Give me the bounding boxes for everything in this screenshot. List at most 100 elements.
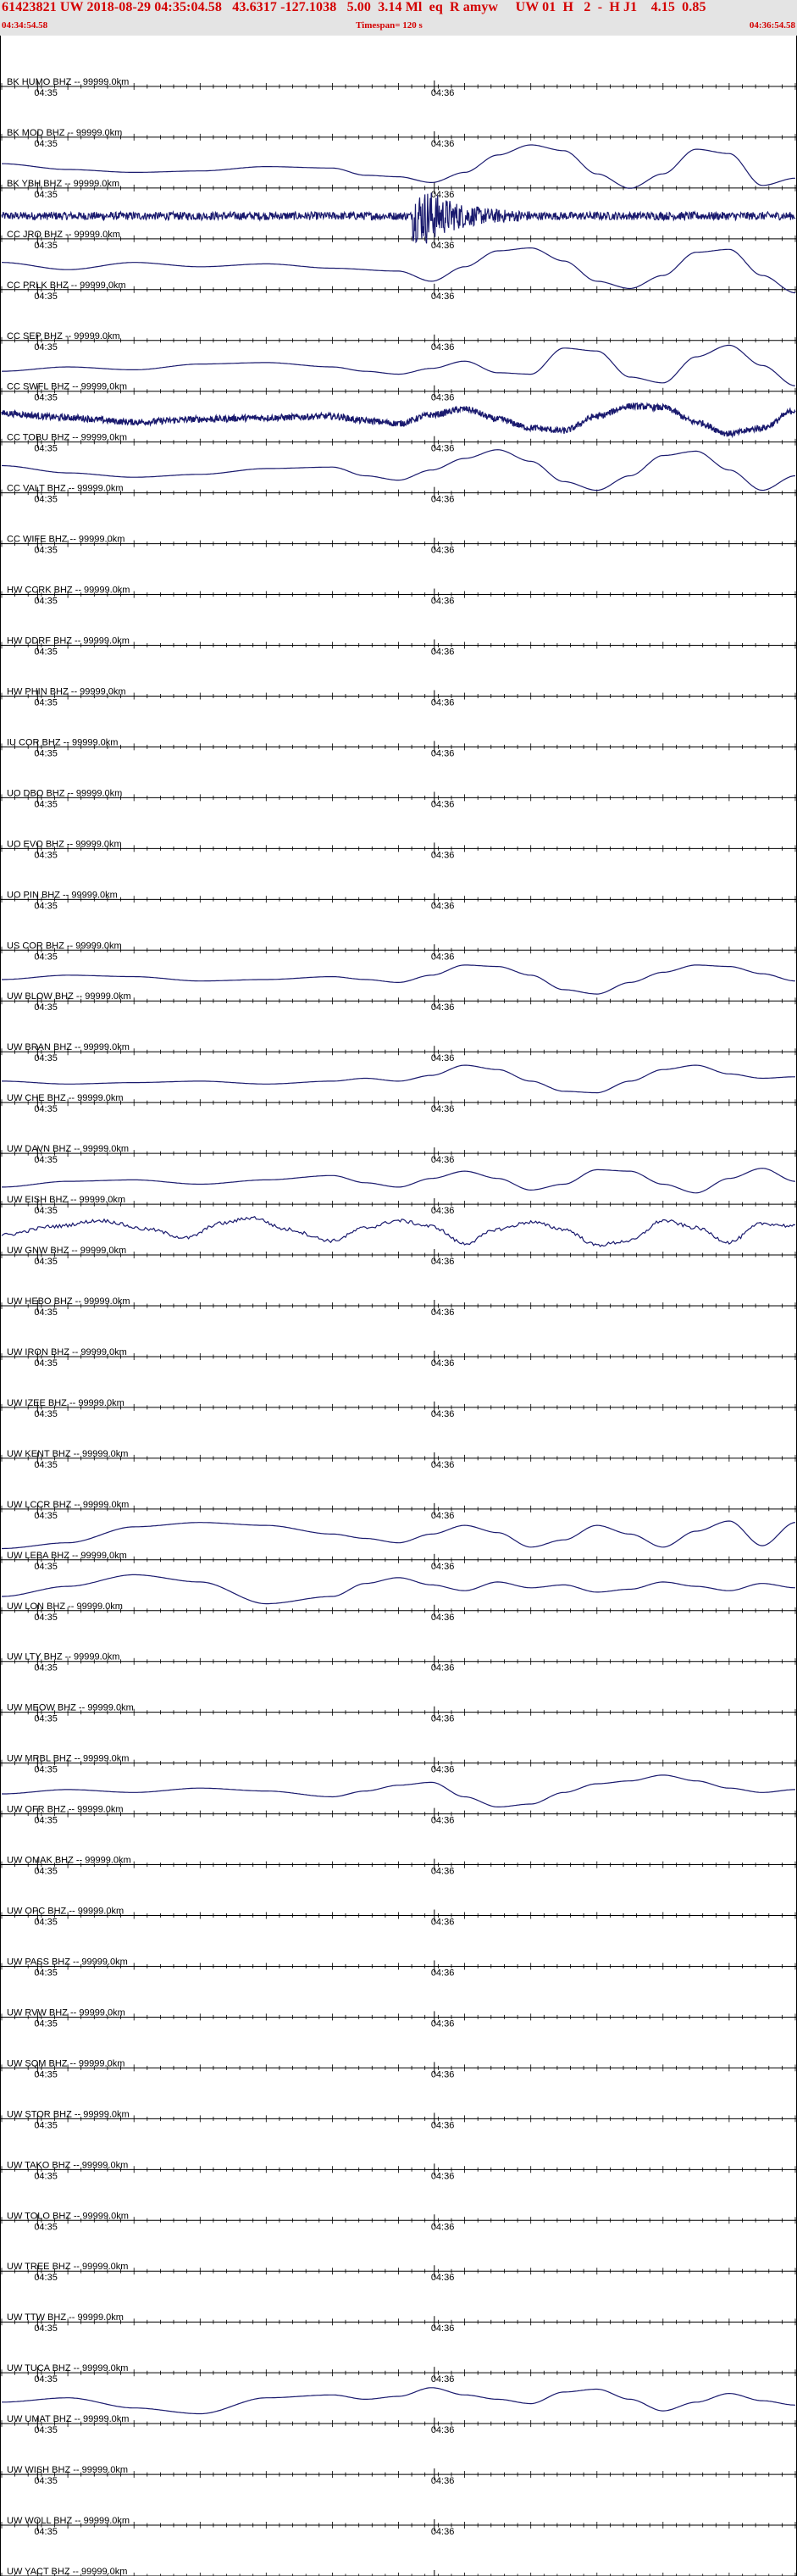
trace-ticks [1, 1963, 796, 1970]
waveform-trace [1, 402, 796, 439]
station-label: HW CCRK BHZ -- 99999.0km [7, 586, 130, 596]
station-label: UW CHE BHZ -- 99999.0km [7, 1093, 124, 1103]
trace-ticks [1, 845, 796, 852]
tick-label: 04:35 [34, 342, 58, 353]
tick-label: 04:35 [34, 1358, 58, 1368]
station-label: UW UMAT BHZ -- 99999.0km [7, 2414, 129, 2424]
tick-label: 04:35 [34, 2222, 58, 2232]
tick-label: 04:36 [431, 1257, 455, 1267]
tick-label: 04:36 [431, 1460, 455, 1470]
tick-label: 04:36 [431, 597, 455, 607]
header-bar: 61423821 UW 2018-08-29 04:35:04.58 43.63… [0, 0, 797, 36]
trace-ticks [1, 1403, 796, 1411]
tick-label: 04:35 [34, 2120, 58, 2130]
trace-ticks [1, 2318, 796, 2326]
tick-label: 04:36 [431, 2527, 455, 2537]
tick-label: 04:36 [431, 697, 455, 708]
trace-ticks [1, 2115, 796, 2123]
tick-label: 04:36 [431, 291, 455, 302]
tick-label: 04:35 [34, 2374, 58, 2384]
event-summary: 61423821 UW 2018-08-29 04:35:04.58 43.63… [2, 0, 706, 14]
tick-label: 04:36 [431, 1867, 455, 1877]
station-label: UW LON BHZ -- 99999.0km [7, 1602, 123, 1612]
station-label: UW TOLO BHZ -- 99999.0km [7, 2211, 129, 2221]
tick-label: 04:35 [34, 850, 58, 860]
tick-label: 04:36 [431, 2120, 455, 2130]
tick-label: 04:35 [34, 1460, 58, 1470]
station-label: BK MOD BHZ -- 99999.0km [7, 128, 122, 138]
tick-label: 04:36 [431, 901, 455, 911]
tick-label: 04:35 [34, 1562, 58, 1572]
station-label: UW STOR BHZ -- 99999.0km [7, 2109, 130, 2119]
tick-label: 04:36 [431, 1155, 455, 1165]
tick-label: 04:36 [431, 1663, 455, 1674]
tick-label: 04:35 [34, 1816, 58, 1826]
trace-ticks [1, 2013, 796, 2021]
tick-label: 04:36 [431, 2323, 455, 2334]
trace-ticks [1, 1454, 796, 1462]
waveform-trace [2, 449, 796, 491]
tick-label: 04:35 [34, 1765, 58, 1775]
station-label: UO PIN BHZ -- 99999.0km [7, 890, 118, 900]
trace-ticks [1, 1861, 796, 1868]
trace-ticks [1, 2522, 796, 2529]
trace-ticks [1, 997, 796, 1005]
tick-label: 04:35 [34, 1409, 58, 1419]
tick-label: 04:36 [431, 1613, 455, 1623]
tick-label: 04:36 [431, 1562, 455, 1572]
tick-label: 04:36 [431, 1816, 455, 1826]
station-label: UW DAVN BHZ -- 99999.0km [7, 1144, 129, 1154]
station-label: UW OPC BHZ -- 99999.0km [7, 1907, 124, 1917]
station-label: UW MEOW BHZ -- 99999.0km [7, 1703, 134, 1713]
trace-ticks [1, 1912, 796, 1919]
trace-ticks [1, 83, 796, 90]
station-label: UW PASS BHZ -- 99999.0km [7, 1957, 128, 1967]
tick-label: 04:35 [34, 1155, 58, 1165]
station-label: BK YBH BHZ -- 99999.0km [7, 179, 119, 189]
station-label: UW LTY BHZ -- 99999.0km [7, 1652, 119, 1663]
trace-ticks [1, 794, 796, 802]
waveform-trace [2, 247, 796, 294]
waveform-trace [2, 1520, 796, 1550]
tick-label: 04:36 [431, 1104, 455, 1114]
tick-label: 04:36 [431, 1206, 455, 1216]
trace-ticks [1, 2064, 796, 2072]
trace-ticks [1, 2420, 796, 2428]
station-label: IU COR BHZ -- 99999.0km [7, 737, 118, 747]
tick-label: 04:35 [34, 88, 58, 98]
tick-label: 04:36 [431, 241, 455, 251]
tick-label: 04:35 [34, 1257, 58, 1267]
trace-ticks [1, 2217, 796, 2224]
station-label: HW PHIN BHZ -- 99999.0km [7, 686, 126, 697]
waveform-trace [2, 1574, 796, 1605]
station-label: CC SEP BHZ -- 99999.0km [7, 331, 120, 341]
station-label: CC VALT BHZ -- 99999.0km [7, 484, 124, 494]
trace-ticks [1, 336, 796, 344]
station-label: UW LCCR BHZ -- 99999.0km [7, 1500, 129, 1510]
trace-ticks [1, 438, 796, 446]
trace-ticks [1, 947, 796, 954]
station-label: UW YACT BHZ -- 99999.0km [7, 2567, 127, 2576]
tick-label: 04:35 [34, 748, 58, 758]
trace-ticks [1, 1252, 796, 1258]
tick-label: 04:36 [431, 139, 455, 149]
tick-label: 04:35 [34, 1053, 58, 1063]
tick-label: 04:35 [34, 546, 58, 556]
tick-label: 04:35 [34, 1918, 58, 1928]
tick-label: 04:36 [431, 850, 455, 860]
tick-label: 04:36 [431, 1053, 455, 1063]
tick-label: 04:35 [34, 190, 58, 200]
trace-ticks [1, 1302, 796, 1309]
tick-label: 04:36 [431, 2222, 455, 2232]
station-label: UW KENT BHZ -- 99999.0km [7, 1449, 128, 1459]
trace-ticks [1, 2369, 796, 2377]
tick-label: 04:36 [431, 1511, 455, 1521]
station-label: CC SWFL BHZ -- 99999.0km [7, 382, 127, 392]
tick-label: 04:36 [431, 1307, 455, 1318]
station-label: UW SQM BHZ -- 99999.0km [7, 2058, 125, 2068]
tick-label: 04:36 [431, 1358, 455, 1368]
tick-label: 04:35 [34, 291, 58, 302]
waveform-trace [1, 192, 796, 244]
tick-label: 04:36 [431, 952, 455, 962]
